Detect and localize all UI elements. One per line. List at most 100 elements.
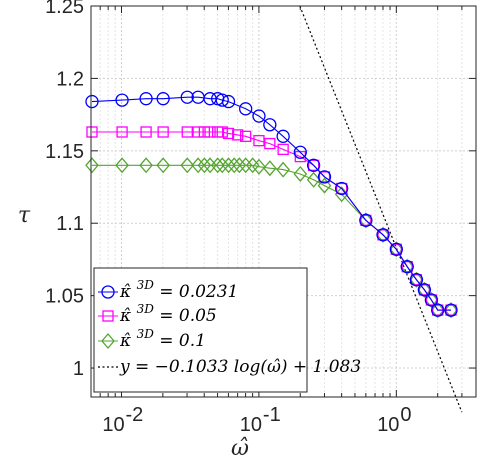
- data-point: [215, 157, 230, 174]
- data-point: [252, 158, 266, 175]
- data-point: [86, 126, 98, 138]
- data-point: [85, 157, 99, 174]
- legend-box: [93, 267, 308, 393]
- data-point: [232, 157, 247, 174]
- data-point: [306, 158, 321, 172]
- data-point: [335, 181, 349, 196]
- data-point: [139, 92, 153, 106]
- x-tick-label: 10: [377, 414, 399, 436]
- data-point: [181, 126, 193, 138]
- fit-line: [299, 5, 463, 413]
- data-point: [400, 260, 414, 274]
- data-point: [293, 145, 307, 159]
- data-point: [263, 118, 277, 132]
- data-point: [198, 126, 211, 138]
- y-tick-label: 1.15: [45, 141, 84, 163]
- data-point: [276, 129, 290, 143]
- data-point: [140, 126, 152, 138]
- data-point: [410, 274, 423, 286]
- data-point: [191, 157, 205, 174]
- y-tick-label: 1: [73, 358, 84, 380]
- legend-marker: [101, 285, 115, 299]
- data-point: [418, 284, 431, 296]
- data-point: [222, 127, 235, 140]
- data-point: [307, 159, 320, 171]
- data-point: [409, 271, 424, 288]
- data-point: [377, 229, 389, 241]
- x-tick-exponent: -1: [263, 404, 281, 426]
- data-point: [401, 261, 413, 273]
- y-tick-label: 1.1: [56, 213, 84, 235]
- data-point: [180, 157, 195, 174]
- data-point: [221, 157, 236, 174]
- data-point: [216, 126, 228, 138]
- y-tick-label: 1.05: [45, 286, 84, 308]
- data-point: [334, 186, 349, 203]
- y-tick-label: 1.25: [45, 0, 84, 18]
- data-point: [227, 157, 242, 174]
- data-point: [293, 165, 308, 182]
- fit-line-path: [299, 5, 463, 413]
- data-point: [430, 302, 445, 319]
- data-point: [358, 212, 373, 229]
- legend-marker: [101, 333, 115, 349]
- data-point: [306, 171, 321, 188]
- data-point: [360, 214, 372, 226]
- data-point: [115, 93, 129, 107]
- ticks: 10 -2 10 -1 10 011.051.11.151.21.25: [45, 0, 476, 436]
- data-point: [252, 109, 266, 123]
- data-point: [253, 135, 265, 147]
- data-point: [417, 281, 432, 298]
- data-point: [417, 283, 432, 297]
- data-point: [376, 228, 390, 242]
- y-tick-label: 1.2: [56, 68, 84, 90]
- data-point: [157, 126, 169, 138]
- data-point: [204, 126, 216, 138]
- data-point: [424, 291, 439, 308]
- x-tick-label: 10: [240, 414, 262, 436]
- data-point: [390, 243, 402, 255]
- data-point: [318, 171, 331, 183]
- series-line: [91, 96, 451, 311]
- data-point: [400, 258, 415, 275]
- data-point: [85, 94, 99, 109]
- data-point: [264, 137, 276, 150]
- legend-fit-label: y = −0.1033 log(ω̂) + 1.083: [119, 357, 361, 377]
- data-point: [424, 293, 439, 307]
- data-point: [409, 273, 424, 287]
- plot-frame: [90, 5, 477, 398]
- data-point: [317, 170, 332, 184]
- data-point: [239, 102, 253, 116]
- data-point: [221, 94, 236, 109]
- y-axis-label: τ: [18, 203, 31, 228]
- data-point: [431, 303, 445, 317]
- data-point: [238, 157, 253, 174]
- data-point: [116, 126, 128, 138]
- data-point: [215, 93, 229, 107]
- data-point: [197, 157, 212, 174]
- legend-label: κ̂ 3D = 0.0231: [119, 278, 238, 302]
- data-point: [444, 303, 458, 317]
- data-point: [376, 226, 390, 243]
- data-point: [156, 92, 170, 106]
- data-point: [277, 143, 289, 156]
- series-circle: [85, 90, 458, 317]
- data-point: [276, 161, 291, 178]
- data-point: [359, 213, 373, 227]
- x-tick-exponent: 0: [400, 404, 411, 426]
- legend-label: κ̂ 3D = 0.1: [119, 327, 206, 351]
- data-point: [444, 302, 458, 319]
- x-axis-label: ω̂: [231, 436, 249, 461]
- legend-label: κ̂ 3D = 0.05: [119, 302, 217, 326]
- data-point: [139, 157, 153, 174]
- data-point: [210, 157, 225, 174]
- data-point: [232, 129, 244, 141]
- data-point: [425, 294, 438, 306]
- data-point: [156, 157, 171, 174]
- series-group: [85, 90, 458, 319]
- x-tick-label: 10: [102, 414, 124, 436]
- data-point: [115, 157, 129, 174]
- data-point: [389, 242, 403, 256]
